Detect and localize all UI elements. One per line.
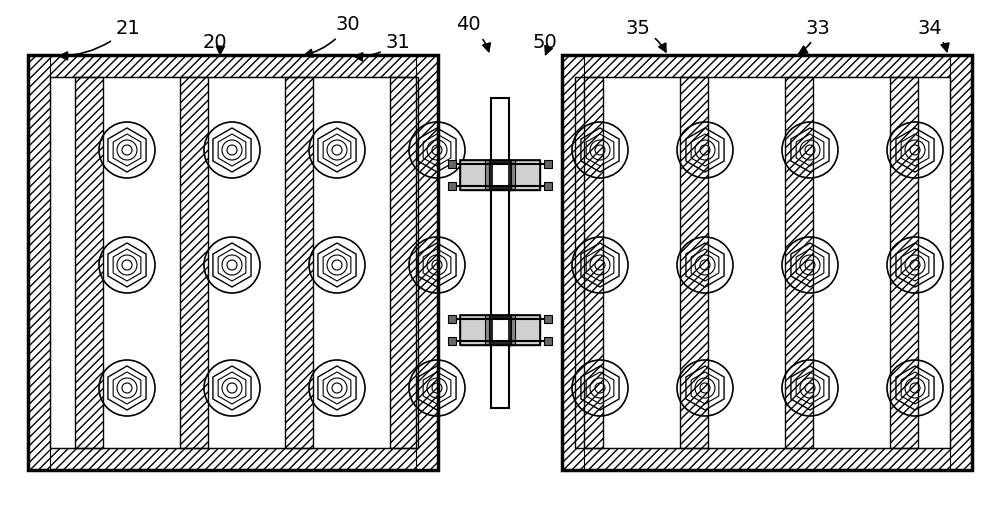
Text: 30: 30 xyxy=(305,16,360,57)
Bar xyxy=(460,315,540,345)
Bar xyxy=(485,160,489,190)
Bar xyxy=(562,55,584,470)
Text: 35: 35 xyxy=(626,18,666,52)
Bar xyxy=(448,160,456,168)
Bar xyxy=(416,55,438,470)
Bar xyxy=(180,77,208,448)
Bar xyxy=(489,315,511,345)
Bar xyxy=(544,160,552,168)
Bar xyxy=(575,77,603,448)
Bar xyxy=(390,77,418,448)
Bar xyxy=(75,77,103,448)
Bar xyxy=(890,77,918,448)
Text: 31: 31 xyxy=(355,33,410,61)
Bar xyxy=(448,337,456,345)
Bar xyxy=(489,160,511,190)
Bar xyxy=(950,55,972,470)
Bar xyxy=(544,315,552,323)
Bar xyxy=(28,55,438,77)
Bar xyxy=(562,55,972,470)
Bar xyxy=(460,160,540,190)
Bar xyxy=(50,77,416,448)
Bar xyxy=(28,55,438,470)
Text: 40: 40 xyxy=(456,16,490,51)
Bar xyxy=(511,160,515,190)
Text: 21: 21 xyxy=(60,18,140,60)
Bar xyxy=(680,77,708,448)
Bar xyxy=(544,337,552,345)
Bar xyxy=(562,55,972,77)
Bar xyxy=(509,315,540,345)
Bar xyxy=(511,315,515,345)
Text: 20: 20 xyxy=(203,33,227,55)
Bar xyxy=(491,98,509,407)
Bar xyxy=(492,318,508,342)
Bar xyxy=(509,160,540,190)
Bar xyxy=(785,77,813,448)
Bar xyxy=(460,160,491,190)
Bar xyxy=(562,448,972,470)
Bar xyxy=(448,315,456,323)
Text: 50: 50 xyxy=(533,33,557,55)
Text: 34: 34 xyxy=(918,18,949,51)
Bar xyxy=(544,182,552,190)
Text: 33: 33 xyxy=(799,18,830,54)
Bar xyxy=(492,163,508,187)
Bar xyxy=(28,55,438,470)
Bar xyxy=(28,448,438,470)
Bar xyxy=(285,77,313,448)
Bar xyxy=(28,55,50,470)
Bar xyxy=(562,55,972,470)
Bar xyxy=(460,315,491,345)
Bar xyxy=(485,315,489,345)
Bar xyxy=(584,77,950,448)
Bar xyxy=(448,182,456,190)
